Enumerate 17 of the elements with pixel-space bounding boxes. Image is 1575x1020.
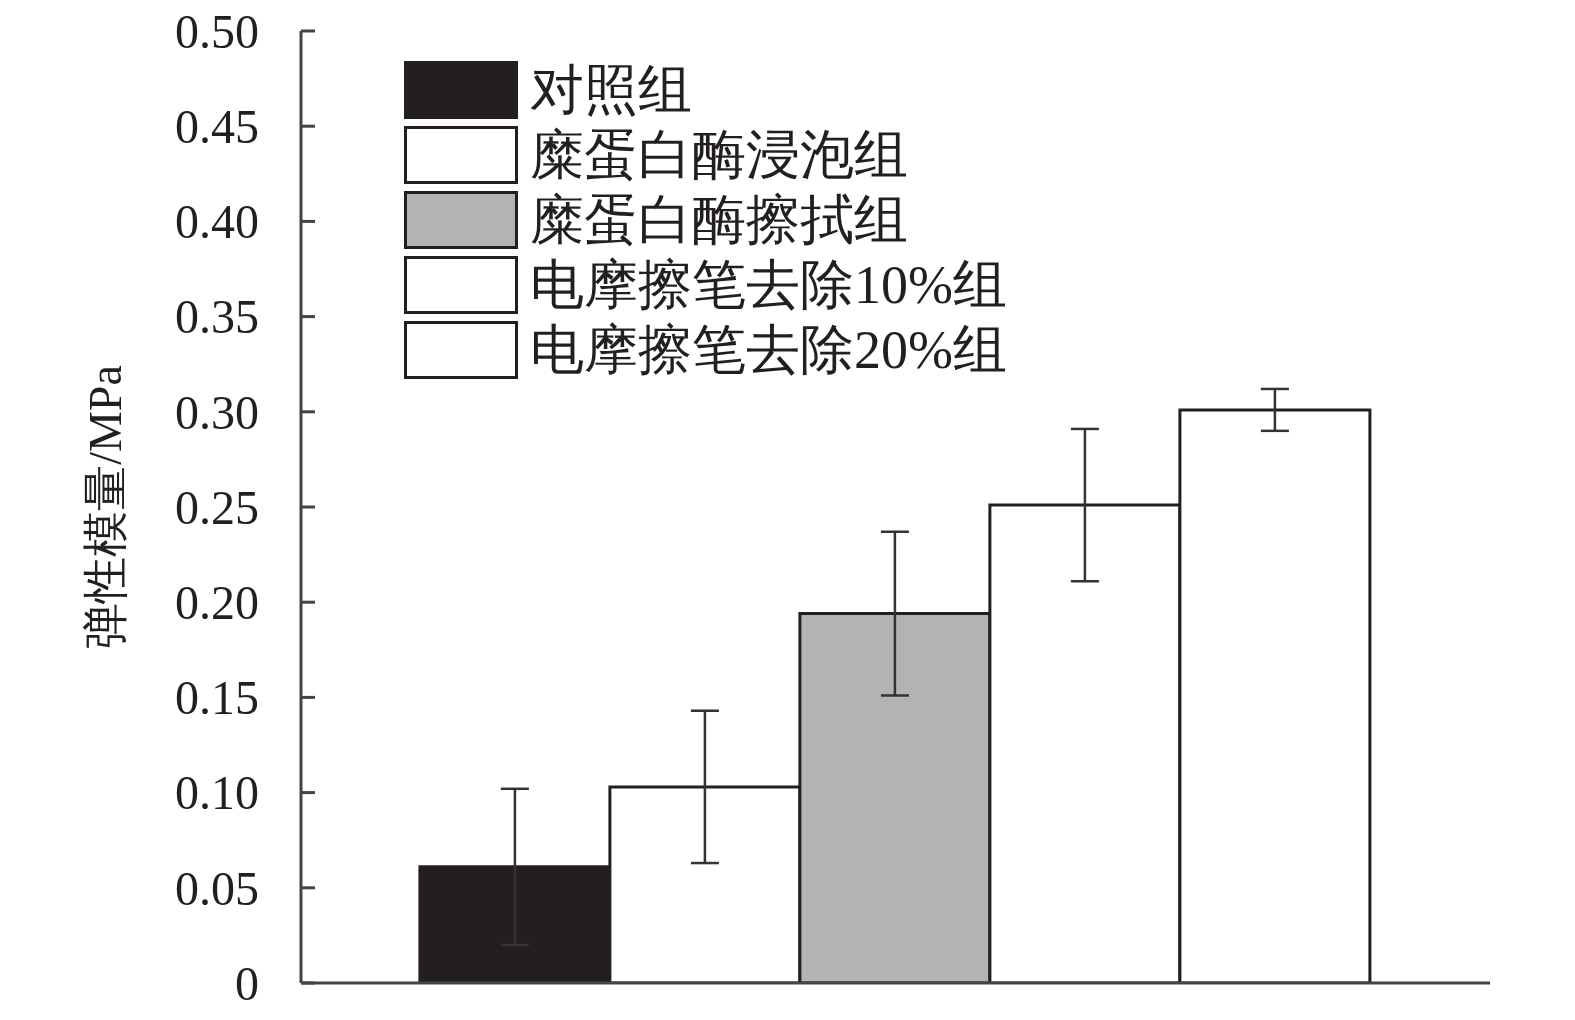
y-tick-label: 0 [235,956,259,1010]
y-tick-label: 0.45 [175,100,259,153]
legend-label: 糜蛋白酶浸泡组 [530,124,908,185]
y-tick-label: 0.05 [175,861,259,915]
y-tick-label: 0.40 [175,195,259,249]
y-tick-label: 0.10 [175,766,259,820]
legend-label: 电摩擦笔去除20%组 [530,319,1007,380]
legend-label: 电摩擦笔去除10%组 [530,254,1007,315]
y-tick-label: 0.30 [175,385,259,439]
y-tick-label: 0.50 [175,4,259,58]
legend-label: 糜蛋白酶擦拭组 [530,189,908,250]
y-tick-label: 0.20 [175,576,259,629]
y-tick-label: 0.25 [175,480,259,534]
y-axis-title: 弹性模量/MPa [80,365,132,649]
y-tick-label: 0.35 [175,290,259,344]
y-tick-label: 0.15 [175,671,259,725]
legend-label: 对照组 [530,59,692,120]
